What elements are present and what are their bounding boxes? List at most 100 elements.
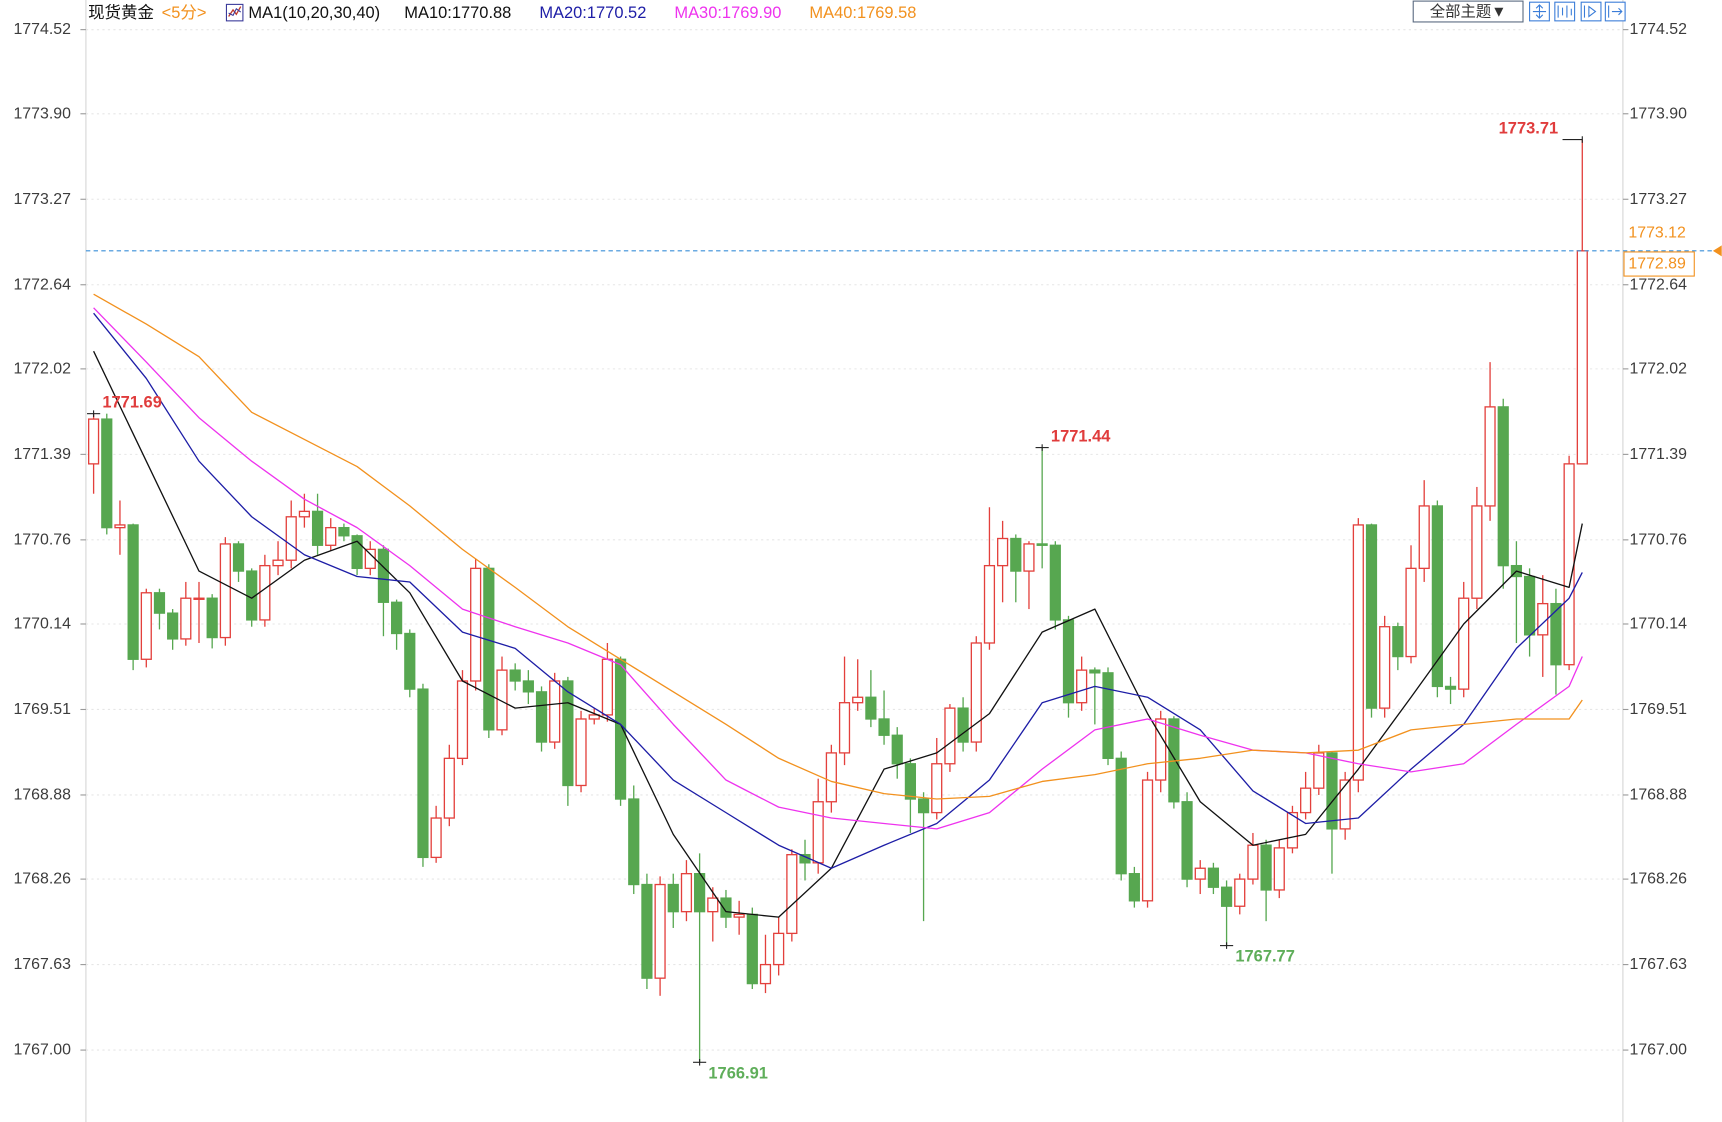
candle-body <box>1247 844 1259 880</box>
mark-layer <box>88 139 1588 1063</box>
candle-body <box>1076 669 1088 704</box>
candle-body <box>641 883 653 979</box>
candle-body <box>259 564 271 621</box>
candle-body <box>391 601 403 635</box>
y-tick-label-right: 1774.52 <box>1629 21 1687 38</box>
ma-line <box>93 350 1583 918</box>
candle-body <box>1326 752 1338 830</box>
candle-body <box>931 763 943 814</box>
candle-body <box>114 524 126 529</box>
candle-body <box>1313 752 1325 789</box>
candle-body <box>1550 602 1562 666</box>
candle-body <box>1339 779 1351 830</box>
candle-body <box>140 592 152 660</box>
annotation-label: 1771.69 <box>102 394 161 412</box>
candle-body <box>759 963 772 985</box>
y-tick-label-right: 1768.26 <box>1629 871 1687 888</box>
toolbar-icon[interactable] <box>1604 1 1626 22</box>
candle-body <box>364 548 376 570</box>
candle-body <box>1194 867 1206 880</box>
candle-body <box>825 752 837 803</box>
candle-body <box>509 669 521 682</box>
candle-body <box>153 592 166 614</box>
y-tick-label-right: 1772.64 <box>1629 276 1687 293</box>
y-tick-label: 1767.63 <box>13 956 71 973</box>
candle-body <box>101 418 113 529</box>
last-price-box <box>1623 251 1695 277</box>
y-tick-label: 1767.00 <box>13 1042 71 1059</box>
candle-body <box>1392 626 1404 658</box>
period[interactable]: <5分> <box>162 4 207 22</box>
candle-body <box>1352 524 1364 781</box>
candle-body <box>1234 878 1246 907</box>
candle-body <box>443 757 455 819</box>
candle-body <box>377 548 390 603</box>
candle-body <box>1444 685 1457 690</box>
candle-body <box>1576 250 1588 465</box>
y-tick-label: 1773.27 <box>13 191 71 208</box>
ma-line <box>93 293 1583 800</box>
candle-body <box>601 658 613 716</box>
candle-body <box>1089 669 1101 674</box>
candle-body <box>944 707 956 765</box>
candle-body <box>483 567 495 731</box>
candle-body <box>917 798 930 814</box>
candle-body <box>628 798 640 886</box>
toolbar-icon[interactable] <box>1580 1 1602 22</box>
candle-body <box>1458 597 1470 690</box>
legend-entry: MA10:1770.88 <box>404 4 511 22</box>
candle-body <box>417 688 429 859</box>
candle-body <box>720 897 732 918</box>
candle-body <box>404 632 416 690</box>
candle-body <box>812 801 824 864</box>
candle-body <box>1115 757 1127 875</box>
y-tick-label-right: 1769.51 <box>1629 701 1687 718</box>
candle-body <box>167 612 179 640</box>
annotation-label: 1771.44 <box>1051 428 1111 446</box>
candle-body <box>997 537 1009 567</box>
candle-body <box>1484 406 1496 507</box>
y-tick-label-right: 1767.00 <box>1629 1042 1687 1059</box>
candle-body <box>1286 811 1299 849</box>
y-tick-label: 1770.14 <box>13 615 71 632</box>
candle-body <box>1365 524 1378 709</box>
toolbar-icon[interactable] <box>1529 1 1550 22</box>
candle-body <box>127 524 139 660</box>
y-tick-label-right: 1772.02 <box>1629 360 1687 377</box>
candle-body <box>1405 567 1417 658</box>
y-tick-label-right: 1773.27 <box>1629 191 1687 208</box>
candle-body <box>88 418 100 465</box>
last-price-label: 1772.89 <box>1628 256 1686 273</box>
candle-body <box>1062 619 1075 704</box>
candle-body <box>1471 505 1483 599</box>
candle-body <box>470 567 482 682</box>
y-tick-label-right: 1770.76 <box>1629 531 1687 548</box>
y-tick-label: 1772.64 <box>13 276 71 293</box>
annotation-label: 1767.77 <box>1235 948 1294 966</box>
toolbar-icon[interactable] <box>1554 1 1576 22</box>
ma-line <box>93 307 1583 830</box>
candle-body <box>852 696 864 704</box>
candle-body <box>1102 672 1114 759</box>
candle-body <box>1260 844 1272 891</box>
candle-body <box>588 714 600 720</box>
candle-body <box>1207 867 1220 888</box>
y-tick-label: 1771.39 <box>13 446 71 463</box>
theme-button-label[interactable]: 全部主题▼ <box>1430 3 1507 21</box>
legend-entry: MA40:1769.58 <box>809 4 916 22</box>
candle-body <box>206 597 218 639</box>
y-tick-label: 1773.90 <box>13 105 71 122</box>
y-tick-label: 1774.52 <box>13 21 71 38</box>
candle-body <box>878 718 890 736</box>
grid-layer <box>80 29 1629 1051</box>
candle-body <box>1010 537 1022 572</box>
theme-button[interactable]: 全部主题▼ <box>1412 0 1524 23</box>
candle-body <box>272 559 284 567</box>
candle-body <box>1049 544 1061 621</box>
indicator-icon[interactable] <box>225 3 244 22</box>
candle-body <box>338 526 350 537</box>
candle-body <box>957 707 969 743</box>
candle-body <box>746 913 758 985</box>
